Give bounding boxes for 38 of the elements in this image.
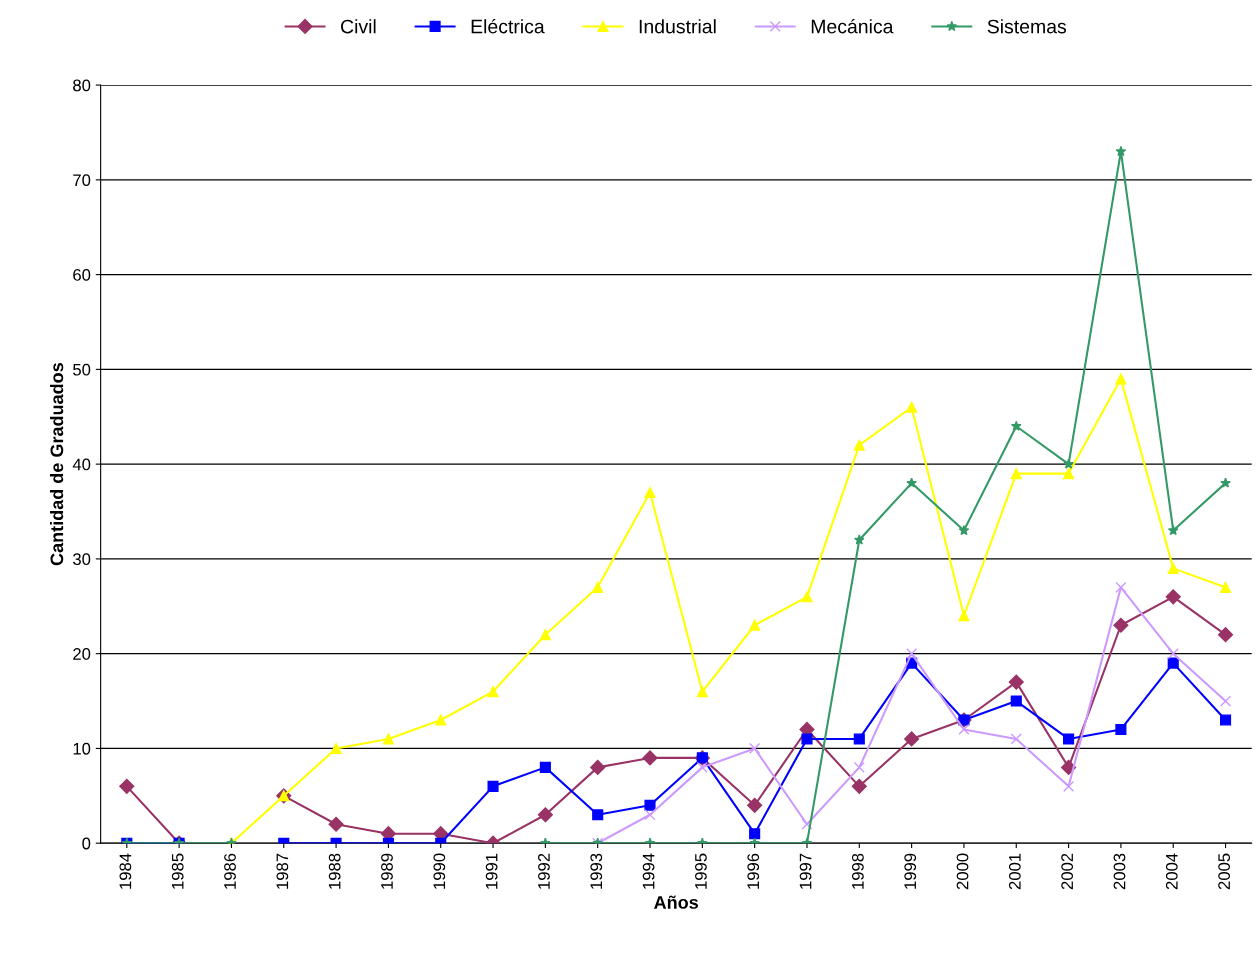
x-tick-label: 1994 xyxy=(642,853,655,889)
x-tick-label: 2002 xyxy=(1061,853,1074,890)
x-tick-label: 1989 xyxy=(381,853,393,889)
x-tick-label: 1998 xyxy=(851,853,864,889)
x-tick-label: 1993 xyxy=(590,853,603,889)
x-tick-label: 1990 xyxy=(433,853,446,889)
y-tick-label: 0 xyxy=(82,837,91,850)
legend-label: Civil xyxy=(341,19,376,34)
y-tick-label: 60 xyxy=(73,269,91,281)
x-tick-label: 1984 xyxy=(119,853,132,889)
legend-label: Industrial xyxy=(639,19,716,34)
x-tick-label: 1988 xyxy=(328,853,341,889)
x-tick-label: 2000 xyxy=(956,853,969,890)
legend-label: Eléctrica xyxy=(471,18,545,34)
y-axis-title: Cantidad de Graduados xyxy=(49,363,64,566)
x-tick-label: 1991 xyxy=(485,853,498,889)
y-tick-label: 20 xyxy=(73,648,91,660)
y-tick-label: 50 xyxy=(73,363,91,376)
y-tick-label: 70 xyxy=(73,174,91,187)
x-tick-label: 1997 xyxy=(799,853,812,889)
x-tick-label: 1987 xyxy=(276,853,289,889)
y-tick-label: 30 xyxy=(73,553,91,566)
x-axis-title: Años xyxy=(654,895,699,909)
y-tick-label: 10 xyxy=(73,742,91,755)
x-tick-label: 1992 xyxy=(538,853,550,889)
legend-label: Mecánica xyxy=(811,18,894,34)
x-tick-label: 2001 xyxy=(1008,853,1021,890)
y-tick-label: 80 xyxy=(73,79,91,92)
x-tick-label: 1985 xyxy=(171,853,184,889)
x-tick-label: 2005 xyxy=(1218,853,1231,890)
x-tick-label: 2004 xyxy=(1165,853,1178,890)
legend-label: Sistemas xyxy=(987,19,1067,34)
x-tick-label: 2003 xyxy=(1113,853,1126,890)
x-tick-label: 1986 xyxy=(224,853,236,889)
y-tick-label: 40 xyxy=(72,458,91,471)
x-tick-label: 1996 xyxy=(747,853,760,889)
x-tick-label: 1999 xyxy=(904,853,917,889)
x-tick-label: 1995 xyxy=(695,853,707,889)
